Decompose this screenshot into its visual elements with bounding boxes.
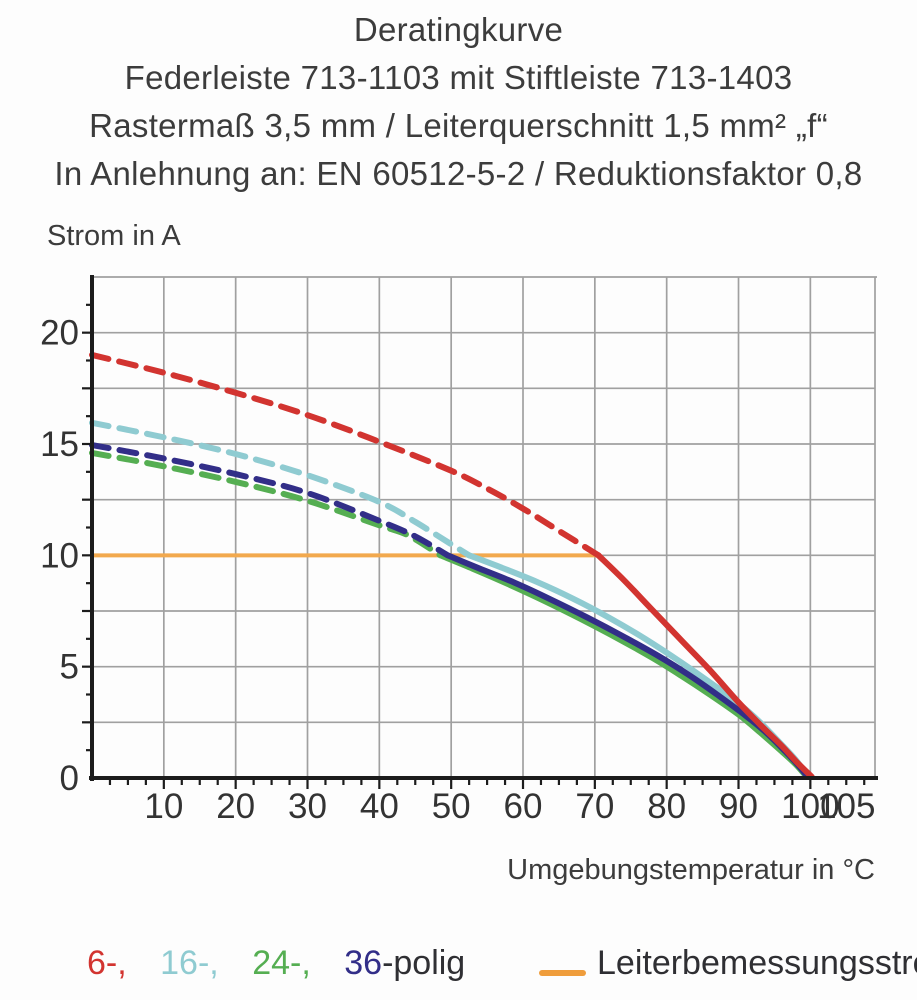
legend-item-6-polig: 6-,	[87, 944, 127, 982]
x-tick-label-80: 80	[647, 787, 686, 826]
x-tick-label-40: 40	[360, 787, 399, 826]
rated-current-line-swatch	[539, 970, 586, 976]
rated-current-legend-label: Leiterbemessungsstrom	[597, 944, 917, 982]
x-tick-label-20: 20	[216, 787, 255, 826]
legend-item-24-polig: 24-,	[252, 944, 311, 982]
x-tick-label-50: 50	[432, 787, 471, 826]
y-tick-label-5: 5	[60, 648, 79, 687]
chart-subtitle-products: Federleiste 713-1103 mit Stiftleiste 713…	[124, 59, 793, 96]
x-axis-label: Umgebungstemperatur in °C	[507, 854, 875, 886]
curve-dashed-36-polig	[89, 442, 451, 559]
x-tick-label-10: 10	[144, 787, 183, 826]
curve-solid-6-polig	[595, 552, 815, 780]
x-tick-label-70: 70	[575, 787, 614, 826]
chart-title: Deratingkurve	[353, 11, 564, 48]
x-tick-label-30: 30	[288, 787, 327, 826]
x-tick-label-90: 90	[719, 787, 758, 826]
y-tick-label-20: 20	[40, 314, 79, 353]
x-tick-label-105: 105	[817, 787, 875, 826]
curve-dashed-16-polig	[89, 419, 473, 559]
y-axis-label: Strom in A	[47, 220, 181, 252]
legend-item-36-polig: 36	[344, 944, 383, 982]
title-block: Deratingkurve Federleiste 713-1103 mit S…	[0, 6, 917, 198]
curve-dashed-6-polig	[89, 351, 602, 559]
legend-pole-counts: 6-, 16-, 24-, 36-polig	[87, 944, 465, 983]
y-tick-label-15: 15	[40, 425, 79, 464]
legend-suffix-polig: -polig	[382, 944, 466, 982]
x-tick-label-100: 100	[781, 787, 839, 826]
curve-dashed-24-polig	[89, 449, 444, 559]
y-tick-label-0: 0	[60, 759, 79, 798]
legend-item-16-polig: 16-,	[160, 944, 219, 982]
x-tick-label-60: 60	[504, 787, 543, 826]
y-tick-label-10: 10	[40, 536, 79, 575]
chart-legend: 6-, 16-, 24-, 36-polig Leiterbemessungss…	[0, 944, 917, 994]
chart-subtitle-dimensions: Rastermaß 3,5 mm / Leiterquerschnitt 1,5…	[89, 107, 828, 144]
chart-subtitle-standard: In Anlehnung an: EN 60512-5-2 / Reduktio…	[54, 155, 863, 192]
